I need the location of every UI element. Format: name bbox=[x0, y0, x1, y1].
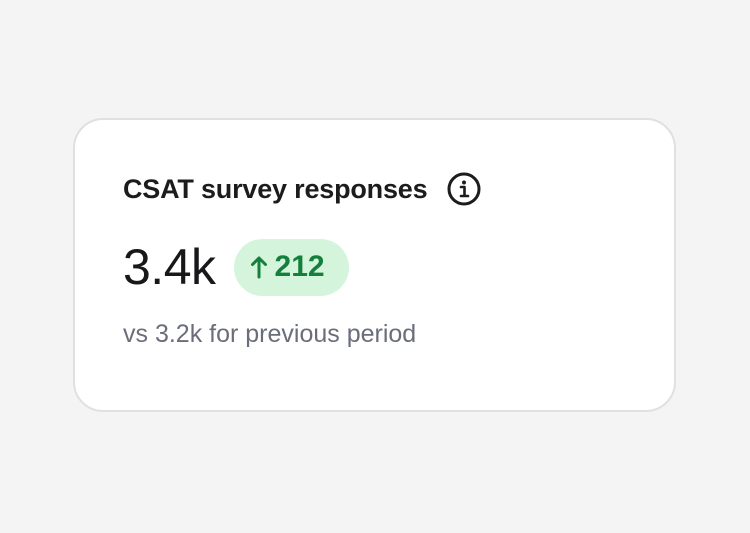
title-row: CSAT survey responses bbox=[123, 172, 481, 206]
card-title: CSAT survey responses bbox=[123, 173, 428, 204]
info-icon[interactable] bbox=[447, 172, 481, 206]
up-arrow-icon bbox=[250, 256, 267, 279]
value-row: 3.4k 212 bbox=[123, 238, 349, 296]
change-value: 212 bbox=[274, 250, 325, 283]
comparison-text: vs 3.2k for previous period bbox=[123, 320, 417, 348]
metric-card: CSAT survey responses 3.4k 212 vs 3.2k f… bbox=[73, 118, 676, 412]
change-badge: 212 bbox=[233, 238, 349, 296]
metric-value: 3.4k bbox=[123, 239, 216, 295]
